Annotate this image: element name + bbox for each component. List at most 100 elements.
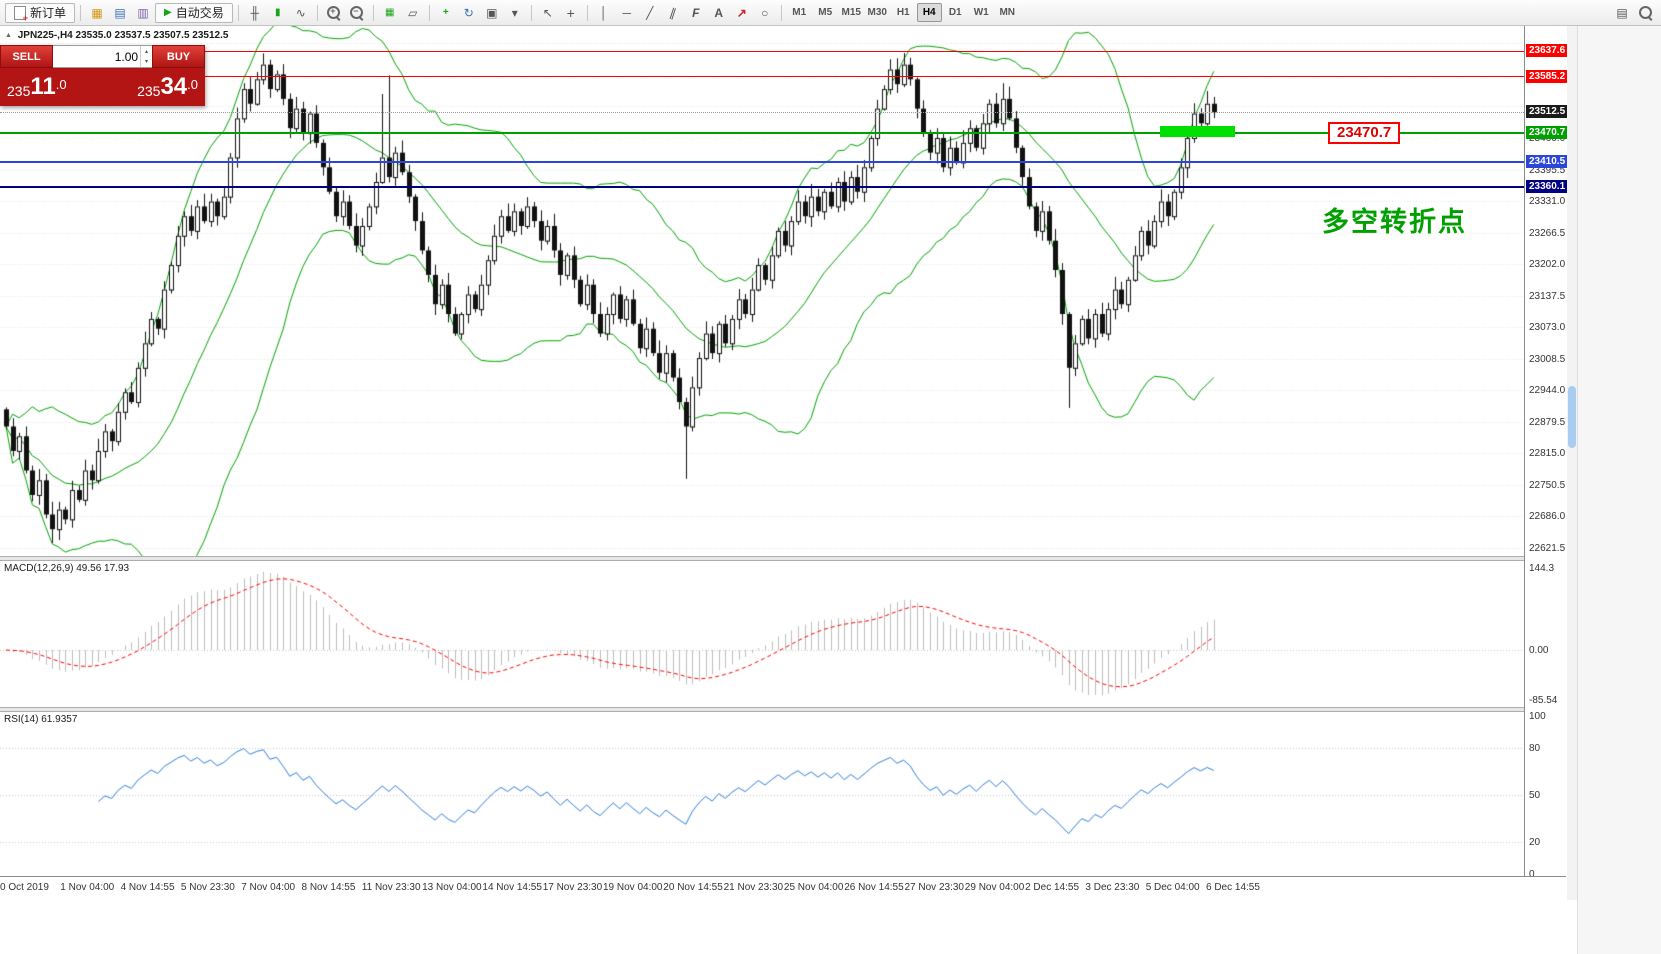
profile-button[interactable]: ▥ xyxy=(132,3,154,23)
toolbar-separator xyxy=(237,4,239,21)
volume-up-icon[interactable]: ▴ xyxy=(145,48,149,55)
templates-button[interactable]: ▣ xyxy=(481,3,503,23)
channel-button[interactable]: ∥ xyxy=(662,3,684,23)
timeframe-w1-button[interactable]: W1 xyxy=(969,3,994,22)
time-axis-label: 5 Nov 23:30 xyxy=(180,882,235,893)
crosshair-button[interactable]: + xyxy=(560,3,582,23)
chart-gold-icon: ▦ xyxy=(91,5,103,20)
new-order-button[interactable]: 新订单 xyxy=(5,2,76,23)
indicator-scale-label: 144.3 xyxy=(1529,563,1555,574)
horizontal-line-button[interactable]: ─ xyxy=(616,3,638,23)
vertical-scrollbar[interactable] xyxy=(1567,26,1577,900)
timeframe-m5-button[interactable]: M5 xyxy=(813,3,838,22)
charts-button[interactable]: ▦ xyxy=(86,3,108,23)
time-axis-label: 5 Dec 04:00 xyxy=(1145,882,1200,893)
zoom-in-button[interactable]: + xyxy=(323,3,345,23)
volume-down-icon[interactable]: ▾ xyxy=(145,59,149,66)
collapse-arrow-icon[interactable]: ▲ xyxy=(5,32,12,39)
indicator-scale-label: 0 xyxy=(1529,869,1535,880)
price-tick-label: 22686.0 xyxy=(1529,511,1566,523)
line-chart-button[interactable]: ∿ xyxy=(290,3,312,23)
panel-splitter[interactable] xyxy=(0,556,1566,561)
horizontal-level-23637.6[interactable] xyxy=(0,50,1524,52)
bar-chart-button[interactable]: ╫ xyxy=(244,3,266,23)
time-axis-label: 3 Dec 23:30 xyxy=(1085,882,1140,893)
price-tick-label: 22944.0 xyxy=(1529,385,1566,397)
toolbar-separator xyxy=(428,4,430,21)
vertical-line-button[interactable]: │ xyxy=(593,3,615,23)
fibonacci-button[interactable]: F xyxy=(685,3,707,23)
volume-input[interactable] xyxy=(53,46,141,67)
autotrading-label: 自动交易 xyxy=(175,6,224,20)
time-axis-label: 0 Oct 2019 xyxy=(0,882,49,893)
time-axis-label: 6 Dec 14:55 xyxy=(1206,882,1260,893)
timeframe-h4-button[interactable]: H4 xyxy=(916,3,942,22)
indicator-scale-label: 20 xyxy=(1529,837,1541,849)
horizontal-level-23360.1[interactable] xyxy=(0,185,1524,188)
sell-button[interactable]: SELL xyxy=(0,45,53,68)
rsi-indicator-canvas[interactable] xyxy=(0,712,1524,876)
tile-windows-button[interactable]: ▦ xyxy=(379,3,401,23)
trendline-button[interactable]: ╱ xyxy=(639,3,661,23)
price-axis[interactable]: 23460.023395.523331.023266.523202.023137… xyxy=(1524,26,1569,900)
shapes-tool-button[interactable]: ○ xyxy=(754,3,776,23)
autotrading-button[interactable]: ▶ 自动交易 xyxy=(155,2,233,23)
candlestick-button[interactable]: ▮ xyxy=(267,3,289,23)
scrollbar-thumb[interactable] xyxy=(1568,386,1576,448)
timeframe-h1-button[interactable]: H1 xyxy=(891,3,916,22)
timeframe-d1-button[interactable]: D1 xyxy=(943,3,968,22)
price-callout-box[interactable]: 23470.7 xyxy=(1328,121,1401,144)
time-axis-label: 29 Nov 04:00 xyxy=(964,882,1025,893)
zoom-out-button[interactable]: − xyxy=(346,3,368,23)
price-chart-canvas[interactable] xyxy=(0,26,1524,556)
profiles-button[interactable]: ▤ xyxy=(109,3,131,23)
price-tick-label: 23008.5 xyxy=(1529,353,1566,365)
shapes-icon: ○ xyxy=(761,5,769,20)
highlight-rectangle[interactable] xyxy=(1160,125,1235,137)
horizontal-level-23410.5[interactable] xyxy=(0,161,1524,164)
price-badge: 23360.1 xyxy=(1526,179,1569,193)
panel-splitter[interactable] xyxy=(0,707,1566,712)
indicator-add-icon: + xyxy=(442,6,449,18)
fibonacci-icon: F xyxy=(692,5,700,20)
search-button[interactable] xyxy=(1634,3,1656,23)
volume-stepper[interactable]: ▴ ▾ xyxy=(140,46,152,67)
profile-icon: ▥ xyxy=(137,5,149,20)
horizontal-level-23585.2[interactable] xyxy=(0,76,1524,78)
timeframe-m30-button[interactable]: M30 xyxy=(865,3,890,22)
new-order-label: 新订单 xyxy=(30,6,67,20)
cursor-button[interactable]: ↖ xyxy=(537,3,559,23)
horizontal-level-23470.7[interactable] xyxy=(0,131,1524,134)
horizontal-level-23512.5[interactable] xyxy=(0,111,1524,113)
toolbar-separator xyxy=(780,4,782,21)
play-icon: ▶ xyxy=(164,6,172,18)
panels-button[interactable]: ▤ xyxy=(1611,3,1633,23)
sell-price[interactable]: 235 11.0 xyxy=(7,73,67,100)
arrows-tool-button[interactable]: ↗ xyxy=(731,3,753,23)
timeframe-m1-button[interactable]: M1 xyxy=(787,3,812,22)
toolbar-separator xyxy=(372,4,374,21)
chevron-down-icon: ▾ xyxy=(511,5,518,20)
time-axis-label: 4 Nov 14:55 xyxy=(120,882,175,893)
trendline-icon: ╱ xyxy=(646,5,654,20)
buy-button[interactable]: BUY xyxy=(152,45,205,68)
add-indicator-button[interactable]: + xyxy=(435,3,457,23)
macd-indicator-canvas[interactable] xyxy=(0,561,1524,707)
timeframe-m15-button[interactable]: M15 xyxy=(839,3,864,22)
price-tick-label: 22879.5 xyxy=(1529,416,1566,428)
rsi-label: RSI(14) 61.9357 xyxy=(4,714,78,725)
toolbar-separator xyxy=(316,4,318,21)
cycles-button[interactable]: ↻ xyxy=(458,3,480,23)
chart-text-annotation[interactable]: 多空转折点 xyxy=(1322,207,1467,237)
price-tick-label: 23073.0 xyxy=(1529,322,1566,334)
timeframe-mn-button[interactable]: MN xyxy=(995,3,1020,22)
price-badge: 23585.2 xyxy=(1526,69,1569,83)
cascade-windows-button[interactable]: ▱ xyxy=(402,3,424,23)
time-axis-label: 17 Nov 23:30 xyxy=(542,882,603,893)
text-tool-button[interactable]: A xyxy=(708,3,730,23)
macd-label: MACD(12,26,9) 49.56 17.93 xyxy=(4,563,130,574)
templates-dropdown-button[interactable]: ▾ xyxy=(504,3,526,23)
buy-price[interactable]: 235 34.0 xyxy=(137,73,198,100)
time-axis[interactable]: 0 Oct 2019 1 Nov 04:00 4 Nov 14:55 5 Nov 23… xyxy=(0,876,1566,900)
